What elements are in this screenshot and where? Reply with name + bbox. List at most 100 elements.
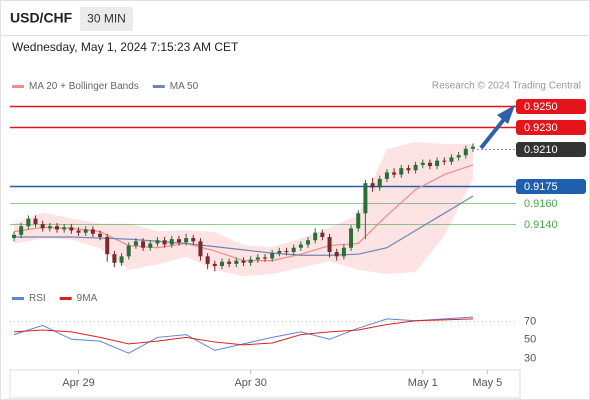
candle-body [356, 213, 361, 229]
candle-body [377, 178, 382, 188]
candle-body [40, 224, 45, 229]
candle-body [98, 233, 103, 237]
candle-body [62, 227, 67, 230]
candle-body [26, 218, 31, 227]
level-label: 0.9175 [524, 181, 558, 193]
candle-body [442, 160, 447, 162]
candle-body [55, 226, 60, 230]
plot-layer: MA 20 + Bollinger Bands MA 50 0.9250 0.9230… [10, 81, 586, 389]
candle-body [162, 240, 167, 245]
bollinger-upper [13, 141, 473, 249]
candle-body [198, 241, 203, 257]
candle-body [320, 232, 325, 237]
y-tick-label: 50 [524, 333, 536, 345]
symbol: USD/CHF [10, 10, 73, 26]
x-tick-label: Apr 30 [234, 377, 266, 389]
legend-swatch [152, 85, 165, 88]
candle-body [427, 162, 432, 166]
x-tick-label: May 1 [408, 377, 438, 389]
interval-box [80, 7, 133, 31]
legend-swatch [12, 297, 24, 300]
candle-body [370, 183, 375, 188]
candle-body [234, 260, 239, 264]
y-tick-label: 30 [524, 352, 536, 364]
candle-body [255, 257, 260, 260]
candle-body [76, 230, 81, 233]
level-box [516, 120, 586, 135]
candle-body [270, 253, 275, 259]
candle-body [470, 146, 475, 149]
candle-body [327, 236, 332, 253]
forecast-arrow [479, 116, 507, 150]
candle-body [69, 227, 74, 231]
level-label: 0.9160 [524, 198, 558, 210]
legend-label: RSI [29, 293, 46, 304]
candle-body [184, 238, 189, 243]
candle-body [420, 162, 425, 165]
candle-body [349, 228, 354, 248]
candle-body [133, 241, 138, 246]
candle-body [399, 168, 404, 175]
candle-body [248, 259, 253, 263]
candle-body [392, 172, 397, 175]
legend-swatch [59, 297, 72, 300]
bollinger-lower [13, 177, 474, 277]
candle-body [12, 234, 16, 239]
ma-line [14, 195, 474, 256]
level-box [516, 179, 586, 194]
legend-label: MA 50 [170, 81, 199, 92]
candle-body [413, 164, 418, 171]
credit: Research © 2024 Trading Central [432, 81, 581, 92]
level-box [516, 142, 586, 157]
candle-body [241, 260, 246, 263]
candle-body [334, 252, 339, 257]
candle-body [463, 148, 468, 156]
candle-body [176, 239, 181, 243]
level-label: 0.9250 [524, 101, 558, 113]
candle-body [291, 247, 296, 253]
candle-body [33, 218, 38, 225]
candle-body [306, 240, 311, 245]
candle-body [83, 229, 88, 233]
candle-body [277, 250, 282, 254]
candle-body [205, 256, 210, 264]
candle-body [313, 232, 318, 241]
candle-body [435, 160, 440, 166]
rsi-line [13, 318, 473, 346]
candle-body [449, 157, 454, 162]
x-tick-label: Apr 29 [62, 377, 94, 389]
x-axis-box [9, 369, 521, 399]
candle-body [141, 241, 146, 248]
forecast-arrowhead [497, 105, 515, 124]
candle-body [219, 261, 224, 267]
candle-body [341, 247, 346, 257]
candle-body [112, 254, 117, 263]
candle-body [212, 263, 217, 267]
candle-body [363, 183, 368, 214]
candle-body [263, 257, 267, 259]
candle-body [90, 229, 95, 234]
candle-body [155, 240, 160, 244]
level-label: 0.9210 [524, 144, 558, 156]
candle-body [169, 239, 174, 245]
candle-body [47, 226, 52, 229]
legend-label: 9MA [77, 293, 98, 304]
candle-body [119, 256, 124, 263]
timestamp: Wednesday, May 1, 2024 7:15:23 AM CET [12, 40, 239, 54]
level-label: 0.9230 [524, 122, 558, 134]
candle-body [191, 238, 196, 242]
candle-body [284, 250, 289, 253]
candle-body [227, 261, 232, 264]
candle-body [406, 168, 411, 171]
candle-body [126, 245, 131, 257]
interval: 30 MIN [87, 12, 126, 26]
candle-body [456, 155, 461, 158]
level-label: 0.9140 [524, 219, 558, 231]
candle-body [19, 226, 24, 235]
rsi-line [13, 316, 474, 354]
level-box [516, 99, 586, 114]
x-tick-label: May 5 [472, 377, 502, 389]
candle-body [105, 236, 110, 255]
